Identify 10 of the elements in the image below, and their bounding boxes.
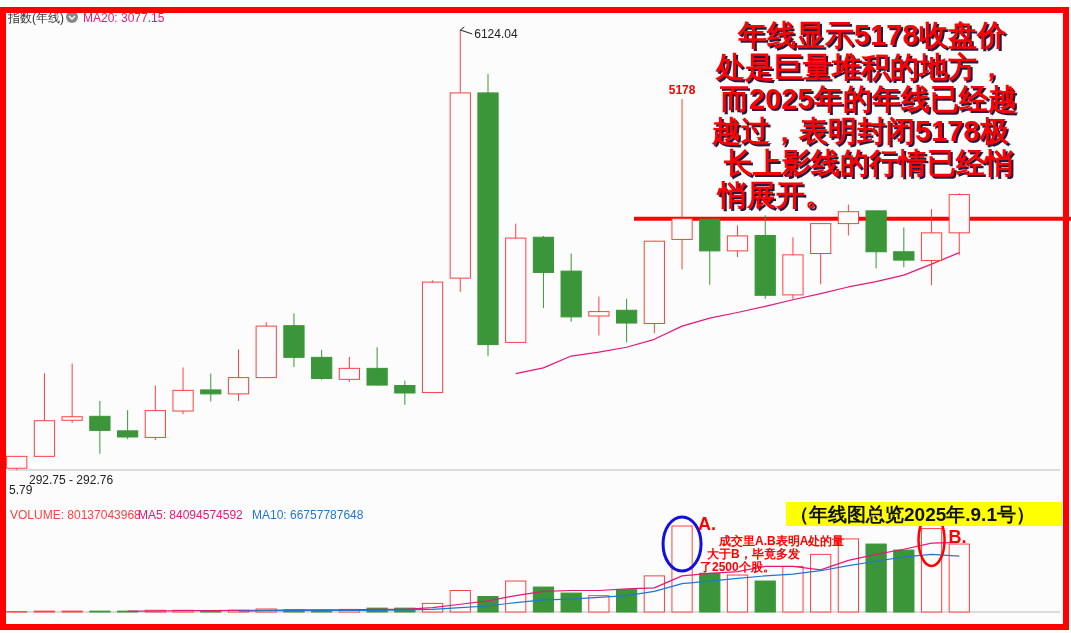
text: （年线图总览2025年.9.1号） bbox=[790, 504, 1035, 525]
text: MA20: 3077.15 bbox=[83, 11, 165, 25]
text: MA5: 84094574592 bbox=[138, 508, 244, 522]
chart-title: 指数(年线) bbox=[7, 11, 64, 25]
annotation: 年线显示5178收盘价处是巨量堆积的地方，而2025年的年线已经越越过，表明封闭5178极长上影线的行情已经悄悄展开。 bbox=[711, 19, 1017, 211]
text: MA10: 66757787648 bbox=[252, 508, 364, 522]
annotation: B. bbox=[948, 527, 967, 547]
annotation: 6124.04 bbox=[474, 27, 518, 41]
annotation: 5178 bbox=[668, 83, 696, 97]
annotation: A. bbox=[698, 514, 717, 534]
